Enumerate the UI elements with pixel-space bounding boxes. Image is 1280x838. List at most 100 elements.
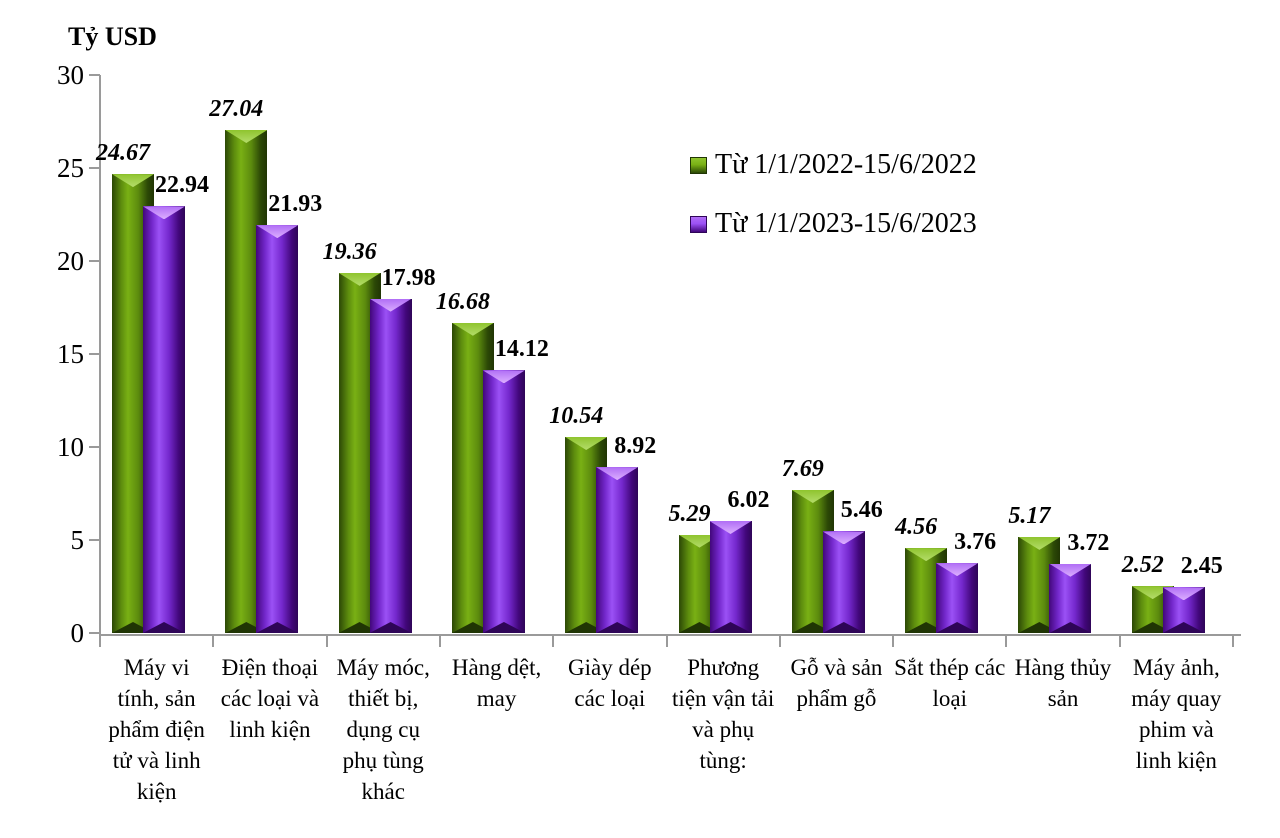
bar-top-bevel	[338, 272, 381, 286]
y-tick-label: 30	[57, 60, 84, 90]
value-label: 17.98	[381, 264, 436, 291]
y-tick-mark	[89, 632, 100, 634]
category-label: Phương tiện vận tải và phụ tùng:	[672, 655, 775, 773]
bar-2023-5	[709, 521, 752, 633]
bar-bottom-bevel	[1131, 621, 1174, 633]
value-label: 7.69	[781, 455, 824, 482]
bar-top-bevel	[143, 206, 185, 220]
value-label: 24.67	[96, 140, 150, 167]
y-tick-label: 0	[70, 618, 85, 648]
value-label: 3.72	[1067, 529, 1110, 556]
bar-top-bevel	[482, 370, 525, 384]
category-label: Điện thoại các loại và linh kiện	[220, 655, 320, 742]
y-tick-label: 20	[57, 246, 84, 276]
value-label: 27.04	[209, 96, 264, 123]
bar-bottom-bevel	[338, 621, 381, 633]
bar-top-bevel	[1162, 587, 1205, 601]
x-tick-mark	[212, 636, 215, 647]
legend-item-2022: Từ 1/1/2022-15/6/2022	[690, 148, 977, 182]
bar-bottom-bevel	[482, 621, 525, 633]
bar-2023-1	[256, 225, 299, 633]
legend-swatch-2022-icon	[690, 156, 707, 174]
bar-bottom-bevel	[678, 621, 721, 633]
value-label: 4.56	[895, 514, 938, 541]
y-tick-label: 15	[57, 339, 84, 369]
bar-top-bevel	[1049, 563, 1092, 577]
bar-top-bevel	[791, 489, 834, 503]
bar-top-bevel	[709, 521, 752, 535]
bar-top-bevel	[596, 467, 639, 481]
bar-top-bevel	[112, 174, 154, 188]
bar-bottom-bevel	[596, 621, 639, 633]
legend-label-2022: Từ 1/1/2022-15/6/2022	[715, 149, 977, 180]
category-label: Gỗ và sản phẩm gỗ	[790, 655, 883, 711]
value-label: 2.45	[1180, 553, 1223, 580]
x-tick-mark	[552, 636, 555, 647]
legend-item-2023: Từ 1/1/2023-15/6/2023	[690, 207, 977, 241]
x-tick-mark	[1232, 636, 1234, 647]
bar-2023-3	[482, 370, 525, 633]
bar-2023-0	[143, 206, 185, 633]
value-label: 5.17	[1008, 502, 1051, 529]
x-tick-mark	[99, 636, 101, 647]
bar-2023-8	[1049, 563, 1092, 633]
bar-bottom-bevel	[905, 621, 948, 633]
bar-bottom-bevel	[1018, 621, 1061, 633]
bar-top-bevel	[256, 225, 299, 239]
x-tick-mark	[892, 636, 895, 647]
bar-2023-9	[1162, 587, 1205, 633]
bar-bottom-bevel	[565, 621, 608, 633]
value-label: 14.12	[494, 336, 549, 363]
chart-title: Tỷ USD	[68, 22, 157, 51]
bar-2023-7	[936, 563, 979, 633]
y-tick-mark	[89, 260, 100, 262]
category-label: Máy vi tính, sản phẩm điện tử và linh ki…	[108, 655, 205, 804]
value-label: 3.76	[954, 529, 997, 556]
value-label: 2.52	[1121, 552, 1164, 579]
bar-2023-4	[596, 467, 639, 633]
bar-bottom-bevel	[112, 621, 154, 633]
bar-bottom-bevel	[451, 621, 494, 633]
value-label: 6.02	[727, 487, 770, 514]
y-tick-mark	[89, 167, 100, 169]
bar-bottom-bevel	[225, 621, 268, 633]
value-label: 16.68	[435, 288, 490, 315]
x-axis	[99, 634, 1241, 636]
bar-bottom-bevel	[256, 621, 299, 633]
y-tick-label: 25	[57, 153, 84, 183]
value-label: 10.54	[549, 402, 604, 429]
y-tick-mark	[89, 353, 100, 355]
bar-top-bevel	[369, 298, 412, 312]
value-label: 22.94	[155, 172, 209, 199]
y-tick-label: 5	[70, 525, 85, 555]
category-label: Máy ảnh, máy quay phim và linh kiện	[1131, 655, 1222, 773]
x-tick-mark	[1118, 636, 1121, 647]
x-tick-mark	[438, 636, 441, 647]
value-label: 5.46	[840, 497, 883, 524]
value-label: 21.93	[268, 191, 323, 218]
x-tick-mark	[665, 636, 668, 647]
bar-bottom-bevel	[143, 621, 185, 633]
category-label: Sắt thép các loại	[894, 655, 1006, 711]
bar-top-bevel	[565, 436, 608, 450]
y-tick-mark	[89, 74, 100, 76]
value-label: 19.36	[322, 238, 377, 265]
legend-label-2023: Từ 1/1/2023-15/6/2023	[715, 208, 977, 239]
legend: Từ 1/1/2022-15/6/2022 Từ 1/1/2023-15/6/2…	[690, 148, 977, 241]
bar-2023-6	[822, 531, 865, 633]
bar-bottom-bevel	[369, 621, 412, 633]
bar-top-bevel	[451, 322, 494, 336]
y-axis	[99, 75, 101, 636]
category-label: Giày dép các loại	[568, 655, 652, 711]
bar-2023-2	[369, 298, 412, 633]
category-label: Hàng dệt, may	[451, 655, 542, 711]
x-tick-mark	[325, 636, 328, 647]
bar-top-bevel	[225, 130, 268, 144]
bar-bottom-bevel	[791, 621, 834, 633]
bar-top-bevel	[936, 563, 979, 577]
bar-top-bevel	[905, 548, 948, 562]
value-label: 5.29	[668, 500, 711, 527]
bar-bottom-bevel	[936, 621, 979, 633]
y-tick-label: 10	[57, 432, 84, 462]
